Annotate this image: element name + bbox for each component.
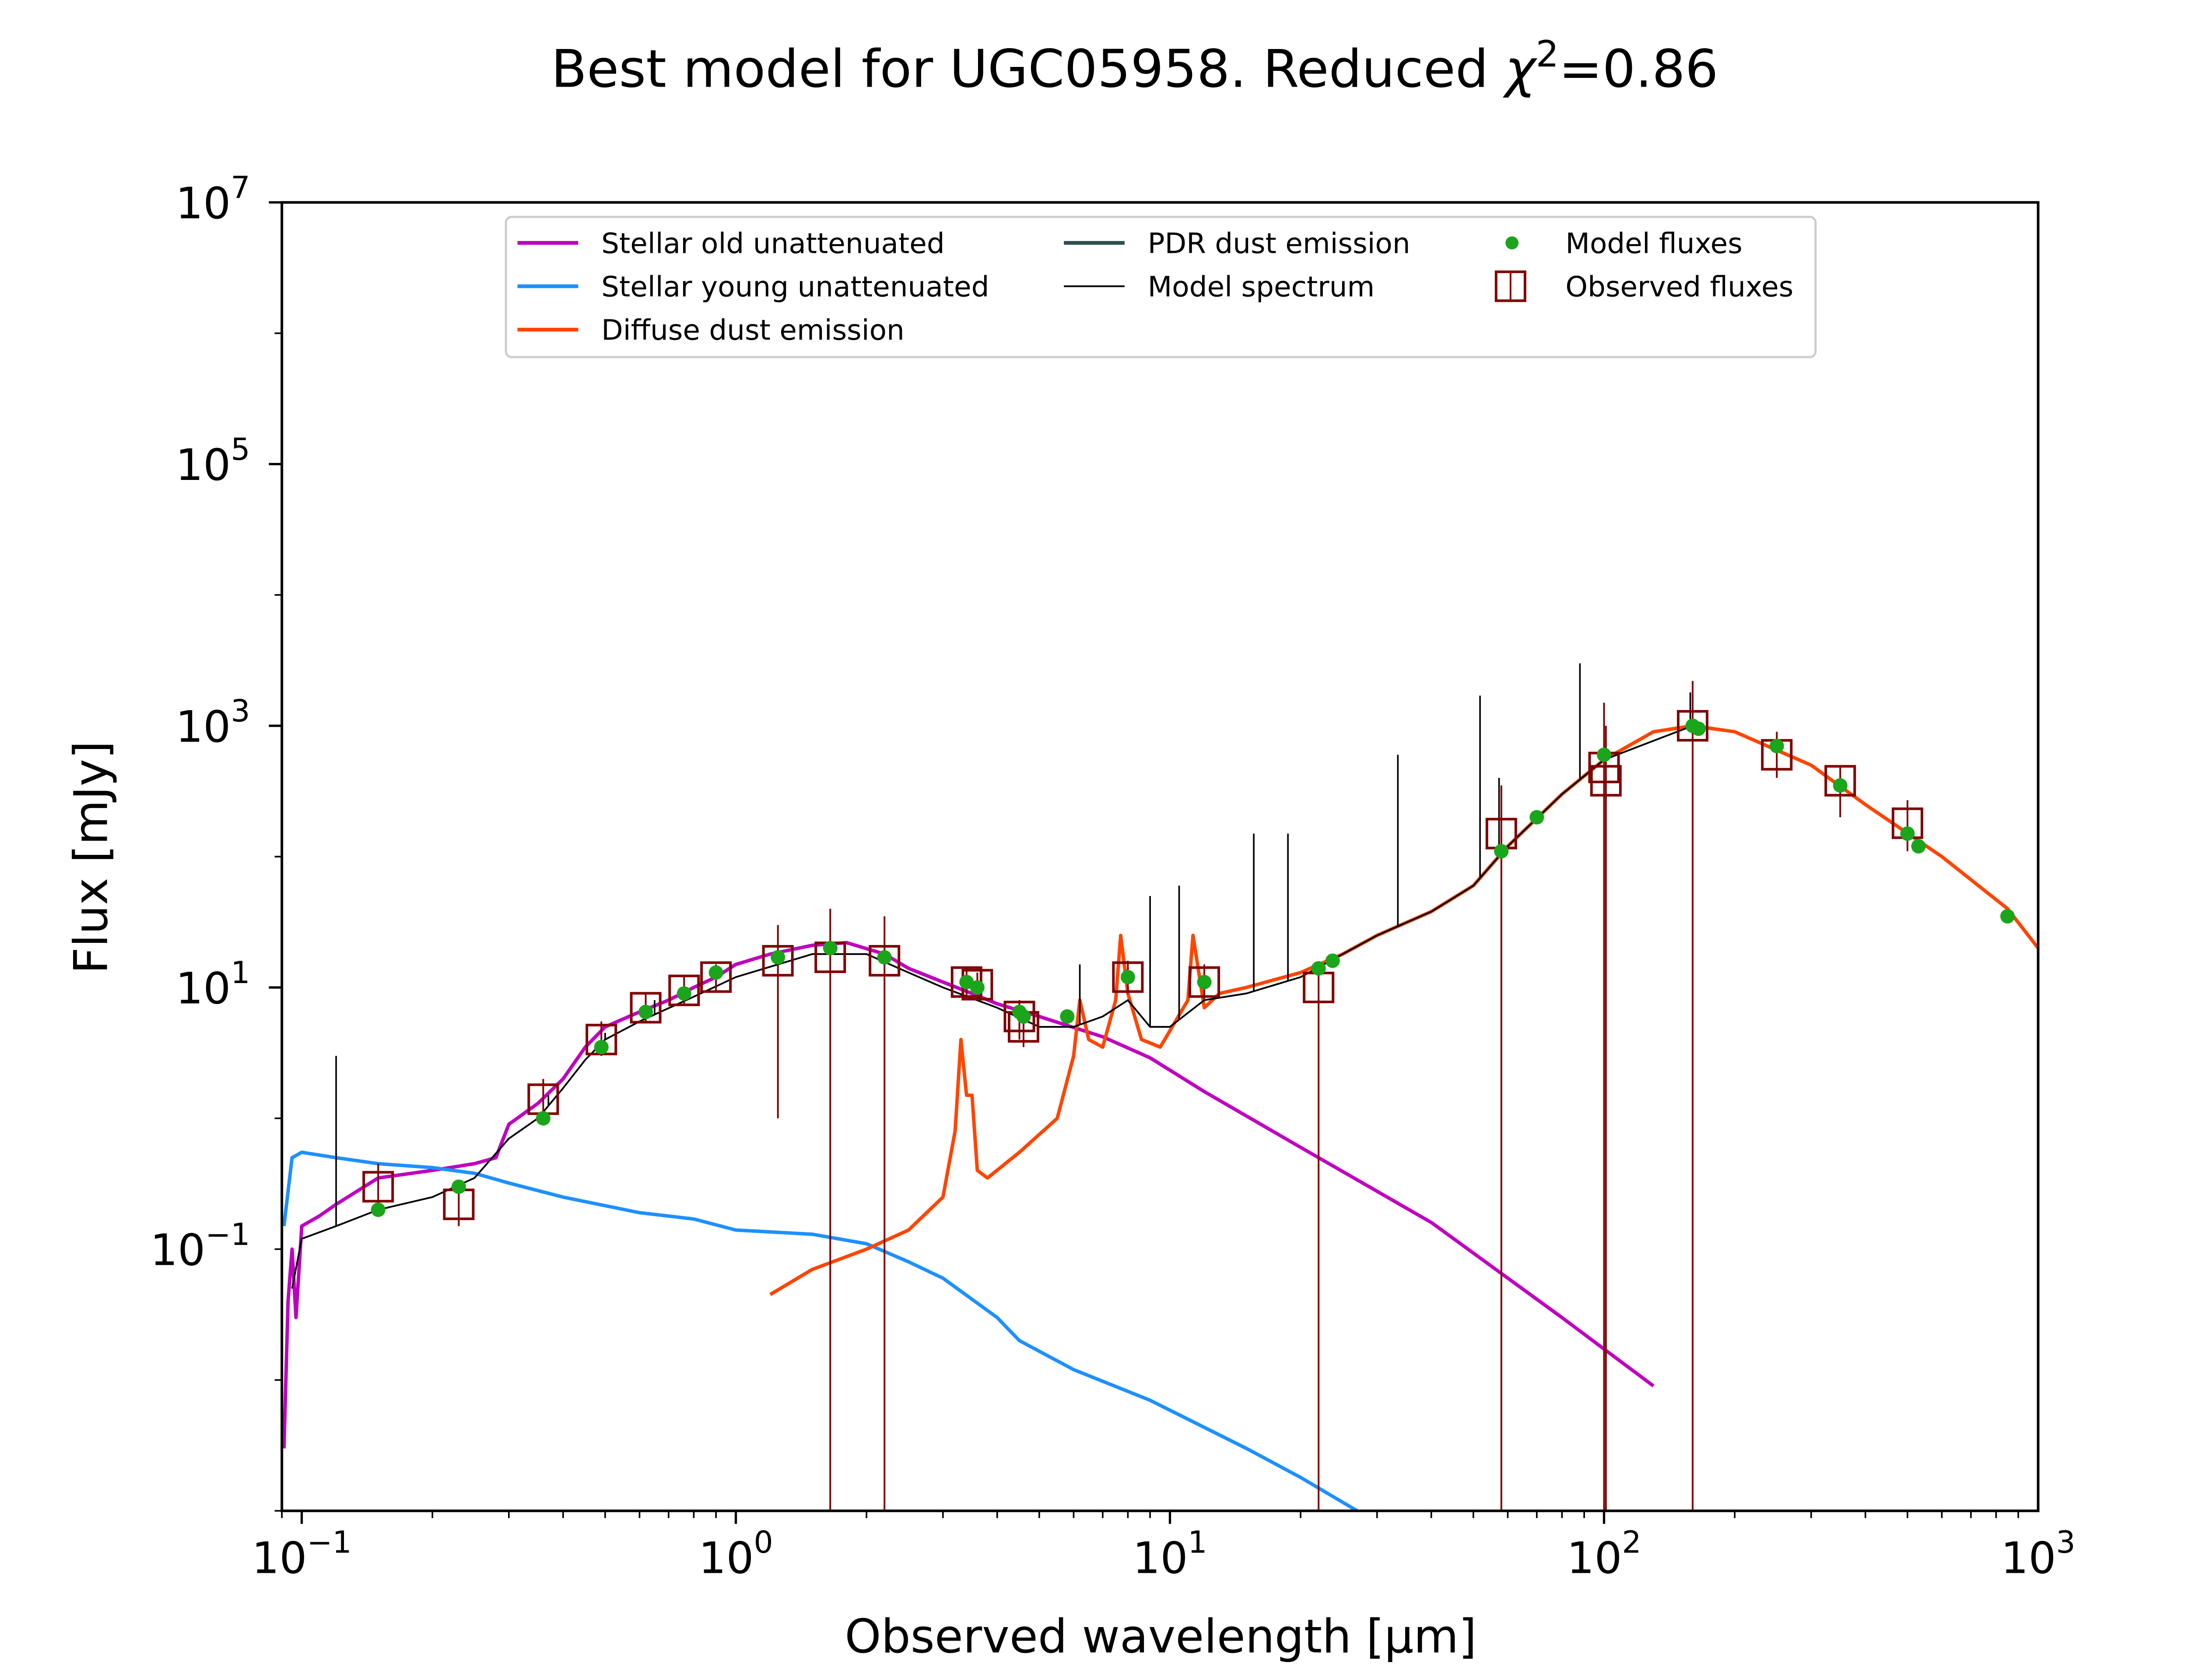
y-axis: 10−1 101 103 105 107 [150,171,282,1512]
observed-flux-point [1303,964,1335,1511]
y-tick-label: 105 [175,432,250,490]
x-tick-label: 10−1 [252,1525,351,1583]
legend-label: Diffuse dust emission [601,314,905,347]
legend-item-observed-fluxes: Observed fluxes [1494,270,1793,303]
model-flux-point [638,1004,653,1019]
series-stellar-young-unattenuated [282,1150,1358,1511]
plot-frame [281,201,2040,1512]
x-tick-label: 102 [1567,1525,1641,1583]
observed-flux-point [1677,681,1709,1511]
x-tick-label: 101 [1133,1525,1207,1583]
model-flux-point [1691,721,1706,736]
model-flux-point [708,965,723,980]
observed-flux-marker [1590,765,1622,797]
model-flux-point [1769,738,1784,753]
model-flux-point [1325,953,1340,968]
series-diffuse-dust-emission [769,724,2038,1296]
model-flux-point [877,950,892,965]
observed-flux-point [869,916,901,1511]
chart-title: Best model for UGC05958. Reduced χ2=0.86 [551,33,1718,99]
model-flux-point [1120,970,1135,984]
observed-flux-marker [668,974,700,1006]
model-flux-point [970,980,985,995]
observed-flux-point [814,909,846,1511]
observed-flux-marker [869,945,901,977]
model-flux-point [677,986,691,1001]
model-flux-point [1900,826,1915,841]
observed-flux-marker [1003,1001,1035,1032]
observed-flux-marker [1112,961,1144,993]
legend-label: PDR dust emission [1148,227,1410,260]
observed-flux-marker [700,961,732,993]
legend-item-stellar-old-unattenuated: Stellar old unattenuated [517,227,945,260]
legend-item-model-fluxes: Model fluxes [1505,227,1743,260]
model-flux-point [1494,844,1509,859]
series-model-spectrum [291,725,1693,1289]
model-flux-point [771,950,785,965]
observed-flux-point [1588,703,1620,1511]
observed-flux-marker [362,1171,394,1203]
model-flux-point [2000,909,2015,924]
legend-label: Model spectrum [1148,270,1375,303]
legend-box [505,216,1817,358]
svg-text:Best model for UGC05958. Reduc: Best model for UGC05958. Reduced χ2=0.86 [551,33,1718,99]
legend: Stellar old unattenuated Stellar young un… [505,216,1817,358]
model-flux-point [1060,1009,1075,1024]
legend-label: Model fluxes [1565,227,1742,260]
model-flux-point [594,1040,609,1054]
model-flux-point [1833,778,1848,793]
model-flux-point [451,1179,466,1194]
observed-flux-point [1485,785,1517,1511]
y-tick-label: 107 [175,171,250,229]
observed-flux-marker [762,945,794,977]
observed-flux-marker [1677,710,1709,742]
observed-flux-marker [1189,966,1220,998]
y-tick-label: 103 [175,694,250,752]
legend-item-diffuse-dust-emission: Diffuse dust emission [517,314,905,347]
legend-item-model-spectrum: Model spectrum [1064,270,1375,303]
legend-label: Observed fluxes [1565,270,1793,303]
legend-label: Stellar young unattenuated [601,270,989,303]
y-tick-label: 10−1 [150,1217,250,1275]
model-flux-point [371,1202,386,1217]
model-flux-point [1597,747,1612,762]
x-axis-label: Observed wavelength [μm] [845,1610,1476,1663]
model-flux-point [1016,1009,1031,1024]
observed-flux-marker [630,992,662,1024]
model-flux-point [1197,975,1212,990]
observed-flux-marker [1824,765,1856,797]
model-flux-point [1311,961,1326,976]
y-tick-label: 101 [175,956,250,1014]
x-tick-label: 103 [2001,1525,2075,1583]
observed-flux-point [1590,725,1622,1511]
legend-label: Stellar old unattenuated [601,227,945,260]
legend-swatch [1505,236,1519,250]
model-flux-point [823,941,838,956]
plot-area [281,201,2040,1512]
x-tick-label: 100 [698,1525,773,1583]
model-flux-point [959,975,974,990]
model-flux-point [1911,839,1926,854]
y-axis-label: Flux [mJy] [64,741,118,974]
x-axis: 10−1 100 101 102 103 [252,1511,2076,1583]
legend-item-pdr-dust-emission: PDR dust emission [1064,227,1410,260]
model-flux-point [536,1111,551,1126]
legend-item-stellar-young-unattenuated: Stellar young unattenuated [517,270,989,303]
model-flux-point [1529,810,1544,825]
series-stellar-old-unattenuated [282,941,1655,1449]
